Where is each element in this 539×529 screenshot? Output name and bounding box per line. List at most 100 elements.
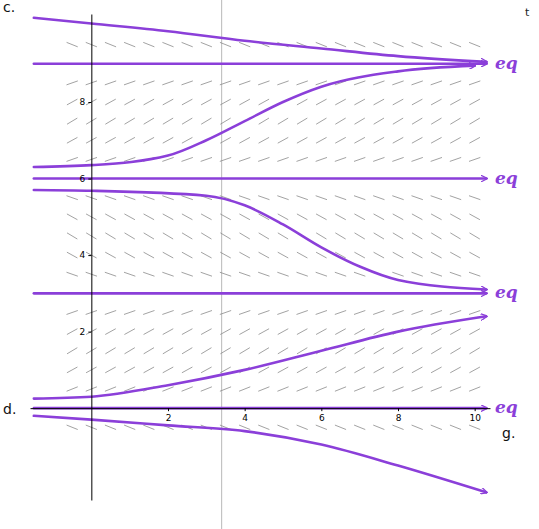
slope-segment [412, 348, 422, 354]
slope-segment [67, 367, 78, 373]
slope-segment [392, 425, 403, 429]
slope-segment [469, 42, 480, 46]
slope-segment [182, 252, 193, 258]
slope-segment [278, 252, 289, 258]
slope-segment [316, 425, 327, 429]
slope-segment [182, 214, 193, 220]
slope-segment [105, 329, 116, 335]
slope-segment [392, 387, 403, 391]
slope-segment [469, 137, 480, 143]
slope-segment [220, 157, 231, 161]
slope-segment [239, 387, 250, 391]
slope-segment [469, 99, 480, 105]
slope-segment [450, 214, 461, 220]
slope-segment [201, 329, 212, 335]
x-tick: 2 [166, 408, 172, 422]
slope-segment [392, 311, 403, 315]
slope-segment [163, 137, 174, 143]
slope-segment [105, 157, 116, 161]
slope-segment [220, 329, 231, 335]
slope-segment [316, 196, 327, 200]
slope-segment [258, 196, 269, 200]
slope-segment [124, 137, 135, 143]
slope-segment [450, 329, 461, 335]
slope-segment [335, 233, 345, 239]
slope-segment [450, 252, 461, 258]
slope-segment [163, 214, 174, 220]
y-tick: 2 [80, 327, 92, 337]
slope-segment [393, 137, 404, 143]
slope-segment [86, 348, 96, 354]
slope-segment [162, 157, 173, 161]
slope-segment [143, 425, 154, 429]
slope-segment [201, 348, 211, 354]
slope-segment [450, 137, 461, 143]
slope-segment [297, 214, 308, 220]
slope-segment [316, 157, 327, 161]
x-tick-label: 10 [469, 413, 481, 423]
slope-segment [469, 425, 480, 429]
slope-segment [239, 157, 250, 161]
slope-segment [431, 311, 442, 315]
slope-segment [182, 99, 193, 105]
slope-segment [469, 252, 480, 258]
slope-segment [354, 81, 365, 85]
slope-segment [86, 118, 96, 124]
slope-segment [105, 196, 116, 200]
slope-segment [239, 425, 250, 429]
slope-segment [354, 329, 365, 335]
x-tick: 4 [242, 408, 248, 422]
slope-segment [412, 272, 423, 276]
slope-segment [335, 157, 346, 161]
slope-segment [105, 118, 115, 124]
slope-segment [67, 42, 78, 46]
slope-segment [374, 214, 385, 220]
slope-segment [297, 425, 308, 429]
slope-segment [105, 42, 116, 46]
slope-segment [143, 311, 154, 315]
slope-segment [144, 137, 155, 143]
slope-segment [201, 252, 212, 258]
slope-segment [354, 137, 365, 143]
slope-segment [316, 387, 327, 391]
slope-segment [374, 329, 385, 335]
slope-segment [450, 196, 461, 200]
slope-segment [431, 348, 441, 354]
slope-segment [239, 196, 250, 200]
slope-segment [144, 99, 155, 105]
slope-segment [259, 137, 270, 143]
slope-segment [182, 272, 193, 276]
slope-segment [316, 367, 327, 373]
slope-segment [182, 311, 193, 315]
slope-segment [469, 81, 480, 85]
slope-segment [316, 311, 327, 315]
slope-segment [316, 233, 326, 239]
x-tick-label: 8 [396, 413, 402, 423]
slope-segment [259, 252, 270, 258]
slope-segment [125, 118, 135, 124]
solution-curves [34, 18, 486, 493]
equilibrium-line [34, 292, 486, 295]
slope-segment [277, 425, 288, 429]
solution-curve [34, 66, 475, 167]
slope-segment [201, 214, 212, 220]
slope-segment [297, 196, 308, 200]
slope-segment [278, 233, 288, 239]
slope-segment [412, 118, 422, 124]
chart-svg: 2468102468eqeqeqeqtc.d.g. [0, 0, 539, 529]
slope-segment [354, 99, 365, 105]
slope-segment [105, 214, 116, 220]
slope-segment [450, 81, 461, 85]
slope-segment [182, 196, 193, 200]
slope-segment [67, 157, 78, 161]
slope-segment [373, 157, 384, 161]
slope-segment [182, 137, 193, 143]
slope-segment [220, 387, 231, 391]
slope-segment [220, 81, 231, 85]
slope-segment [431, 233, 441, 239]
slope-segment [124, 196, 135, 200]
slope-segment [431, 196, 442, 200]
solution-curve [34, 18, 486, 62]
slope-segment [412, 367, 423, 373]
y-tick-label: 8 [80, 97, 86, 107]
